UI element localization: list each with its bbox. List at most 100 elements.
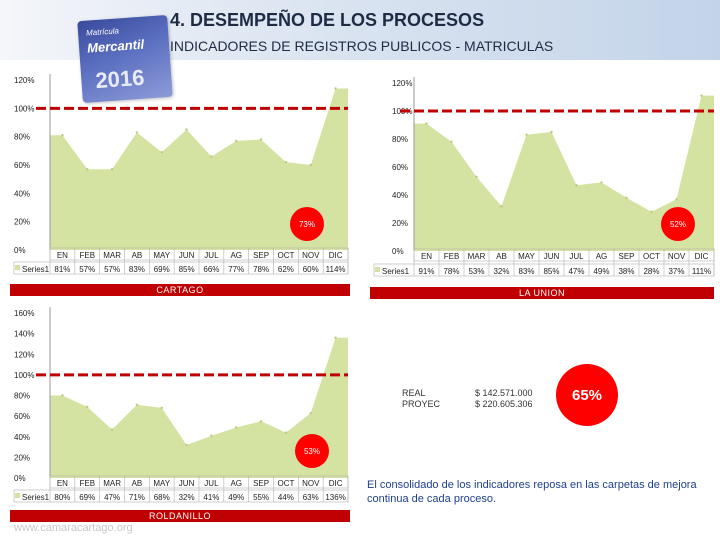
category-label: NOV — [668, 252, 686, 261]
category-label: SEP — [618, 252, 634, 261]
data-label: 83% — [518, 267, 534, 276]
data-point — [284, 160, 288, 164]
data-label: 78% — [443, 267, 459, 276]
data-label: 63% — [303, 493, 319, 502]
data-label: 57% — [79, 265, 95, 274]
category-label: EN — [57, 479, 68, 488]
data-point — [160, 406, 163, 410]
data-label: 68% — [154, 493, 170, 502]
execution-percent-badge: 65% — [556, 364, 618, 426]
data-label: 78% — [253, 265, 269, 274]
caption-la-union: LA UNION — [370, 287, 714, 299]
data-point — [86, 168, 89, 171]
category-label: SEP — [253, 479, 269, 488]
data-label: 81% — [54, 265, 70, 274]
data-point — [86, 405, 89, 409]
category-label: FEB — [79, 251, 95, 260]
data-point — [185, 443, 188, 447]
category-label: MAY — [153, 251, 170, 260]
summary-text: El consolidado de los indicadores reposa… — [367, 479, 697, 505]
legend-swatch — [15, 493, 20, 498]
average-badge — [295, 434, 329, 468]
y-tick-label: 120% — [14, 76, 34, 85]
caption-cartago: CARTAGO — [10, 284, 350, 296]
category-label: OCT — [643, 252, 660, 261]
y-tick-label: 60% — [14, 161, 30, 170]
y-tick-label: 160% — [14, 309, 34, 318]
data-point — [650, 210, 653, 213]
slide-subtitle: INDICADORES DE REGISTROS PUBLICOS - MATR… — [170, 38, 554, 54]
category-label: OCT — [277, 251, 294, 260]
category-label: FEB — [79, 479, 95, 488]
data-label: 47% — [568, 267, 584, 276]
y-tick-label: 40% — [392, 191, 408, 200]
category-label: MAY — [518, 252, 535, 261]
y-tick-label: 120% — [14, 350, 34, 359]
category-label: FEB — [444, 252, 460, 261]
data-point — [700, 94, 703, 97]
category-label: JUL — [204, 479, 219, 488]
data-point — [334, 87, 337, 90]
data-label: 47% — [104, 493, 120, 502]
data-label: 32% — [493, 267, 509, 276]
category-label: AB — [132, 251, 143, 260]
y-tick-label: 0% — [392, 247, 404, 256]
category-label: AB — [496, 252, 507, 261]
data-label: 111% — [692, 267, 711, 276]
y-tick-label: 20% — [14, 218, 30, 227]
category-label: JUN — [179, 251, 195, 260]
category-label: AB — [132, 479, 143, 488]
data-label: 53% — [468, 267, 484, 276]
category-label: MAR — [468, 252, 486, 261]
category-label: MAR — [103, 251, 121, 260]
data-label: 62% — [278, 265, 294, 274]
data-point — [575, 184, 578, 187]
category-label: EN — [57, 251, 68, 260]
category-label: JUL — [204, 251, 219, 260]
caption-roldanillo: ROLDANILLO — [10, 510, 350, 522]
legend-series-name: Series1 — [382, 267, 410, 276]
data-label: 60% — [303, 265, 319, 274]
data-label: 37% — [668, 267, 684, 276]
data-point — [210, 434, 213, 437]
data-point — [475, 175, 478, 178]
legend-series-name: Series1 — [22, 265, 50, 274]
data-point — [235, 426, 238, 429]
y-tick-label: 140% — [14, 330, 34, 339]
data-point — [450, 140, 453, 143]
data-label: 77% — [228, 265, 244, 274]
data-point — [61, 134, 64, 137]
data-point — [525, 133, 528, 136]
category-label: MAY — [153, 479, 170, 488]
average-badge — [661, 207, 695, 241]
category-label: OCT — [277, 479, 294, 488]
data-label: 136% — [325, 493, 345, 502]
data-point — [110, 428, 114, 431]
data-label: 85% — [543, 267, 559, 276]
category-label: MAR — [103, 479, 121, 488]
watermark-url: www.camaracartago.org — [14, 522, 133, 534]
y-tick-label: 20% — [392, 219, 408, 228]
category-label: DIC — [329, 479, 343, 488]
data-label: 71% — [129, 493, 145, 502]
legend-swatch — [15, 265, 20, 270]
data-label: 49% — [593, 267, 609, 276]
data-label: 69% — [154, 265, 170, 274]
data-label: 114% — [326, 265, 346, 274]
proyec-value: $ 220.605.306 — [475, 399, 533, 409]
category-label: EN — [421, 252, 432, 261]
category-label: JUL — [569, 252, 584, 261]
data-label: 91% — [418, 267, 434, 276]
data-label: 80% — [54, 493, 70, 502]
average-badge-label: 53% — [304, 447, 320, 456]
real-label: REAL — [402, 388, 426, 398]
slide-title: 4. DESEMPEÑO DE LOS PROCESOS — [170, 10, 485, 30]
data-point — [61, 394, 64, 397]
series-area — [50, 88, 348, 250]
average-badge-label: 73% — [299, 220, 315, 229]
y-tick-label: 100% — [14, 371, 34, 380]
average-badge-label: 52% — [670, 220, 686, 229]
category-label: AG — [230, 251, 242, 260]
